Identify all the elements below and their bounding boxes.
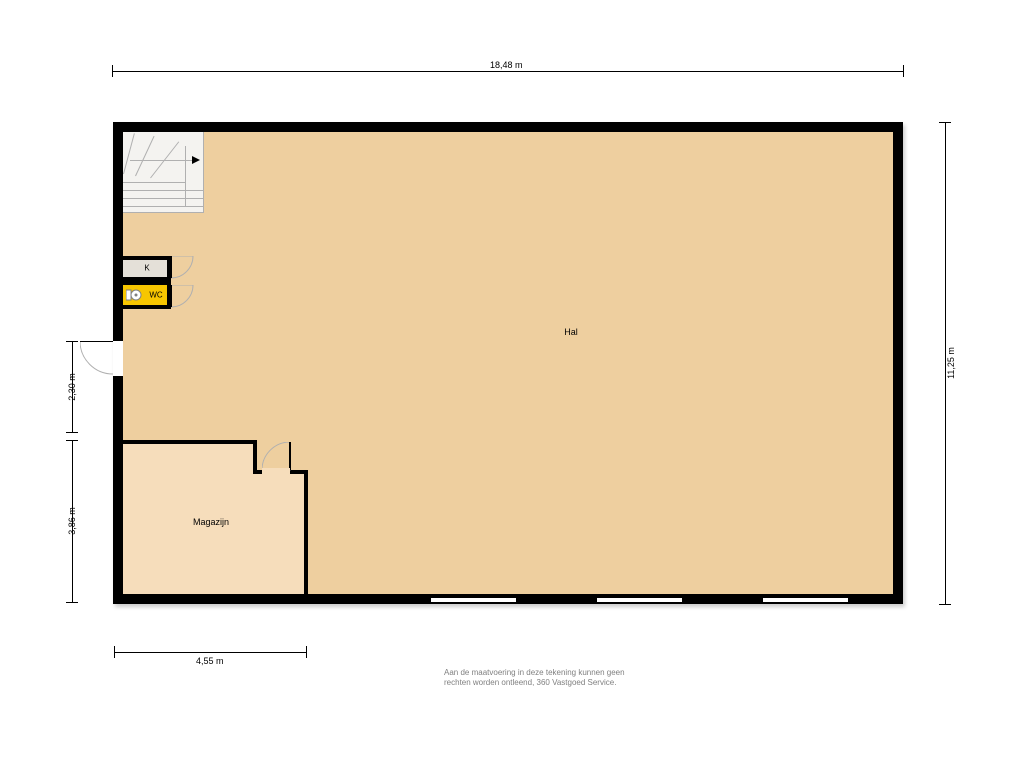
dim-left-upper-tick-b	[66, 432, 78, 433]
room-wc-label: WC	[149, 291, 162, 300]
dim-bottom-label: 4,55 m	[196, 656, 224, 666]
stair-tread-4	[123, 182, 185, 183]
window-bottom-3	[763, 597, 848, 603]
footer-note: Aan de maatvoering in deze tekening kunn…	[444, 668, 625, 689]
footer-line2: rechten worden ontleend, 360 Vastgoed Se…	[444, 678, 616, 687]
door-k-icon	[171, 256, 195, 280]
dim-left-upper-tick-t	[66, 341, 78, 342]
door-wc-icon	[171, 285, 195, 309]
window-bottom-1	[431, 597, 516, 603]
dim-left-lower-tick-b	[66, 602, 78, 603]
toilet-icon	[126, 287, 142, 303]
magazijn-door-gap	[262, 468, 290, 474]
dim-top-tick-r	[903, 65, 904, 77]
room-hall-label: Hal	[564, 327, 578, 337]
room-magazijn-label: Magazijn	[193, 517, 229, 527]
stair-tread-2	[123, 198, 203, 199]
dim-bottom-tick-l	[114, 646, 115, 658]
floorplan-canvas: 18,48 m 11,25 m 2,30 m 3,86 m 4,55 m K	[0, 0, 1024, 768]
room-k-label: K	[144, 264, 149, 273]
dim-bottom-tick-r	[306, 646, 307, 658]
dim-right-label: 11,25 m	[946, 347, 956, 379]
dim-left-lower-label: 3,86 m	[67, 507, 77, 535]
footer-line1: Aan de maatvoering in deze tekening kunn…	[444, 668, 625, 677]
dim-top-tick-l	[112, 65, 113, 77]
dim-bottom-line	[114, 652, 306, 653]
dim-right-tick-b	[939, 604, 951, 605]
stair-arrow-icon	[192, 156, 200, 164]
stair-riser-v	[185, 146, 186, 206]
stair-tread-1	[123, 206, 203, 207]
dim-left-upper-label: 2,30 m	[67, 373, 77, 401]
door-exterior-icon	[80, 341, 118, 379]
stair-run-line	[130, 160, 192, 161]
window-bottom-2	[597, 597, 682, 603]
dim-top-label: 18,48 m	[490, 60, 523, 70]
dim-right-tick-t	[939, 122, 951, 123]
dim-left-lower-tick-t	[66, 440, 78, 441]
dim-top-line	[112, 71, 903, 72]
stair-tread-3	[123, 190, 203, 191]
